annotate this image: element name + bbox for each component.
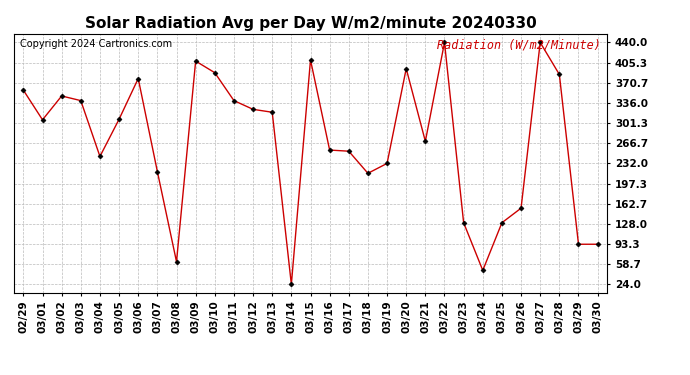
Text: Copyright 2024 Cartronics.com: Copyright 2024 Cartronics.com [20, 39, 172, 49]
Text: Radiation (W/m2/Minute): Radiation (W/m2/Minute) [437, 39, 601, 52]
Title: Solar Radiation Avg per Day W/m2/minute 20240330: Solar Radiation Avg per Day W/m2/minute … [85, 16, 536, 31]
